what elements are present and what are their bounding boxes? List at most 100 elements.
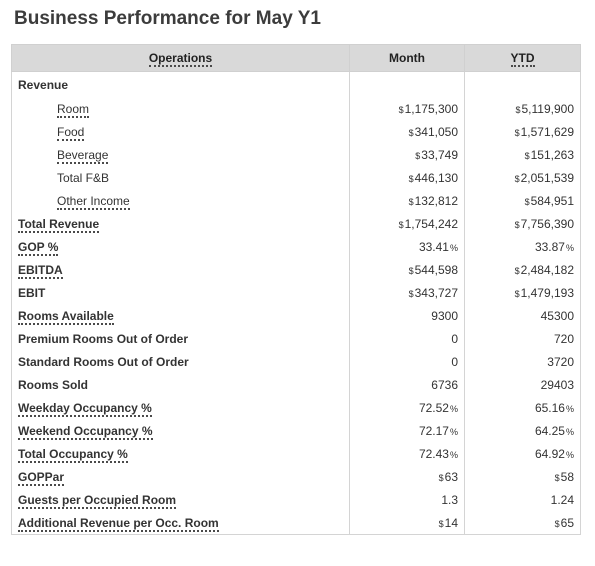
table-row: Guests per Occupied Room 1.3 1.24 (11, 488, 581, 511)
ytd-value-cell: 1.24 (464, 488, 581, 511)
row-label: Total F&B (57, 170, 110, 185)
currency-prefix: $ (408, 265, 414, 276)
row-label: Standard Rooms Out of Order (18, 354, 189, 369)
row-label-link[interactable]: GOP % (18, 239, 59, 256)
ytd-value-cell (464, 71, 581, 97)
row-label-cell: Standard Rooms Out of Order (11, 350, 350, 373)
table-body: Revenue Room $1,175,300 $5,119,900 Food $341,… (11, 71, 581, 535)
operations-header[interactable]: Operations (11, 44, 350, 72)
percent-suffix: % (565, 426, 574, 437)
month-value-cell: $341,050 (349, 120, 465, 143)
row-label-link[interactable]: Room (57, 101, 90, 118)
currency-prefix: $ (514, 265, 520, 276)
ytd-header-label[interactable]: YTD (510, 51, 535, 67)
currency-prefix: $ (408, 127, 414, 138)
row-label-link[interactable]: Weekend Occupancy % (18, 423, 153, 440)
percent-suffix: % (449, 403, 458, 414)
month-value: 1,175,300 (404, 101, 458, 116)
table-row: Total Occupancy % 72.43% 64.92% (11, 442, 581, 465)
currency-prefix: $ (524, 196, 530, 207)
month-value: 72.52 (418, 400, 449, 415)
month-value-cell: 0 (349, 350, 465, 373)
month-value-cell: $14 (349, 511, 465, 535)
month-value-cell: $63 (349, 465, 465, 488)
ytd-value: 45300 (540, 308, 574, 323)
percent-suffix: % (565, 242, 574, 253)
table-row: Beverage $33,749 $151,263 (11, 143, 581, 166)
currency-prefix: $ (438, 518, 444, 529)
ytd-value-cell: $5,119,900 (464, 97, 581, 120)
row-label-link[interactable]: Guests per Occupied Room (18, 492, 177, 509)
row-label-cell: Premium Rooms Out of Order (11, 327, 350, 350)
row-label-link[interactable]: EBITDA (18, 262, 63, 279)
ytd-value-cell: $2,051,539 (464, 166, 581, 189)
row-label-link[interactable]: Total Occupancy % (18, 446, 128, 463)
table-row: Other Income $132,812 $584,951 (11, 189, 581, 212)
row-label-cell: EBITDA (11, 258, 350, 281)
currency-prefix: $ (514, 219, 520, 230)
row-label-cell: Total Revenue (11, 212, 350, 235)
currency-prefix: $ (514, 288, 520, 299)
row-label-cell: Total Occupancy % (11, 442, 350, 465)
ytd-value-cell: $65 (464, 511, 581, 535)
ytd-value: 33.87 (534, 239, 565, 254)
month-value: 341,050 (414, 124, 458, 139)
row-label-link[interactable]: GOPPar (18, 469, 65, 486)
month-value: 1.3 (441, 492, 458, 507)
row-label-cell: Total F&B (11, 166, 350, 189)
row-label: EBIT (18, 285, 46, 300)
header-row: Operations Month YTD (11, 44, 581, 72)
ytd-value-cell: 64.92% (464, 442, 581, 465)
month-value-cell (349, 71, 465, 97)
month-value-cell: 33.41% (349, 235, 465, 258)
percent-suffix: % (449, 426, 458, 437)
month-header: Month (349, 44, 465, 72)
ytd-value: 2,484,182 (520, 262, 574, 277)
month-value-cell: 72.43% (349, 442, 465, 465)
row-label-link[interactable]: Other Income (57, 193, 130, 210)
ytd-value-cell: 64.25% (464, 419, 581, 442)
page-title: Business Performance for May Y1 (14, 8, 321, 29)
ytd-value-cell: 45300 (464, 304, 581, 327)
ytd-header[interactable]: YTD (464, 44, 581, 72)
currency-prefix: $ (415, 150, 421, 161)
month-value-cell: $132,812 (349, 189, 465, 212)
row-label: Premium Rooms Out of Order (18, 331, 189, 346)
operations-header-label[interactable]: Operations (148, 51, 213, 67)
row-label-cell: Weekday Occupancy % (11, 396, 350, 419)
ytd-value-cell: $1,479,193 (464, 281, 581, 304)
row-label-cell: EBIT (11, 281, 350, 304)
row-label-link[interactable]: Rooms Available (18, 308, 114, 325)
ytd-value-cell: 33.87% (464, 235, 581, 258)
month-value: 6736 (431, 377, 458, 392)
month-value: 72.43 (418, 446, 449, 461)
month-value-cell: 9300 (349, 304, 465, 327)
row-label-cell: Guests per Occupied Room (11, 488, 350, 511)
row-label-cell: Room (11, 97, 350, 120)
month-value: 14 (444, 515, 458, 530)
currency-prefix: $ (554, 518, 560, 529)
table-row: Revenue (11, 71, 581, 97)
ytd-value-cell: $1,571,629 (464, 120, 581, 143)
ytd-value: 65.16 (534, 400, 565, 415)
ytd-value: 5,119,900 (521, 101, 575, 116)
row-label-cell: GOPPar (11, 465, 350, 488)
ytd-value-cell: $7,756,390 (464, 212, 581, 235)
month-value: 0 (451, 354, 458, 369)
row-label-cell: Beverage (11, 143, 350, 166)
performance-table: Operations Month YTD Revenue Room $1,175,3… (11, 44, 581, 535)
ytd-value: 584,951 (530, 193, 574, 208)
currency-prefix: $ (515, 104, 521, 115)
row-label-link[interactable]: Beverage (57, 147, 109, 164)
row-label-link[interactable]: Weekday Occupancy % (18, 400, 152, 417)
ytd-value-cell: 65.16% (464, 396, 581, 419)
month-value-cell: $33,749 (349, 143, 465, 166)
row-label-link[interactable]: Food (57, 124, 85, 141)
month-value-cell: 1.3 (349, 488, 465, 511)
row-label-link[interactable]: Additional Revenue per Occ. Room (18, 515, 219, 532)
table-row: Room $1,175,300 $5,119,900 (11, 97, 581, 120)
ytd-value: 58 (560, 469, 574, 484)
ytd-value: 720 (553, 331, 574, 346)
month-value: 446,130 (414, 170, 458, 185)
row-label-link[interactable]: Total Revenue (18, 216, 100, 233)
